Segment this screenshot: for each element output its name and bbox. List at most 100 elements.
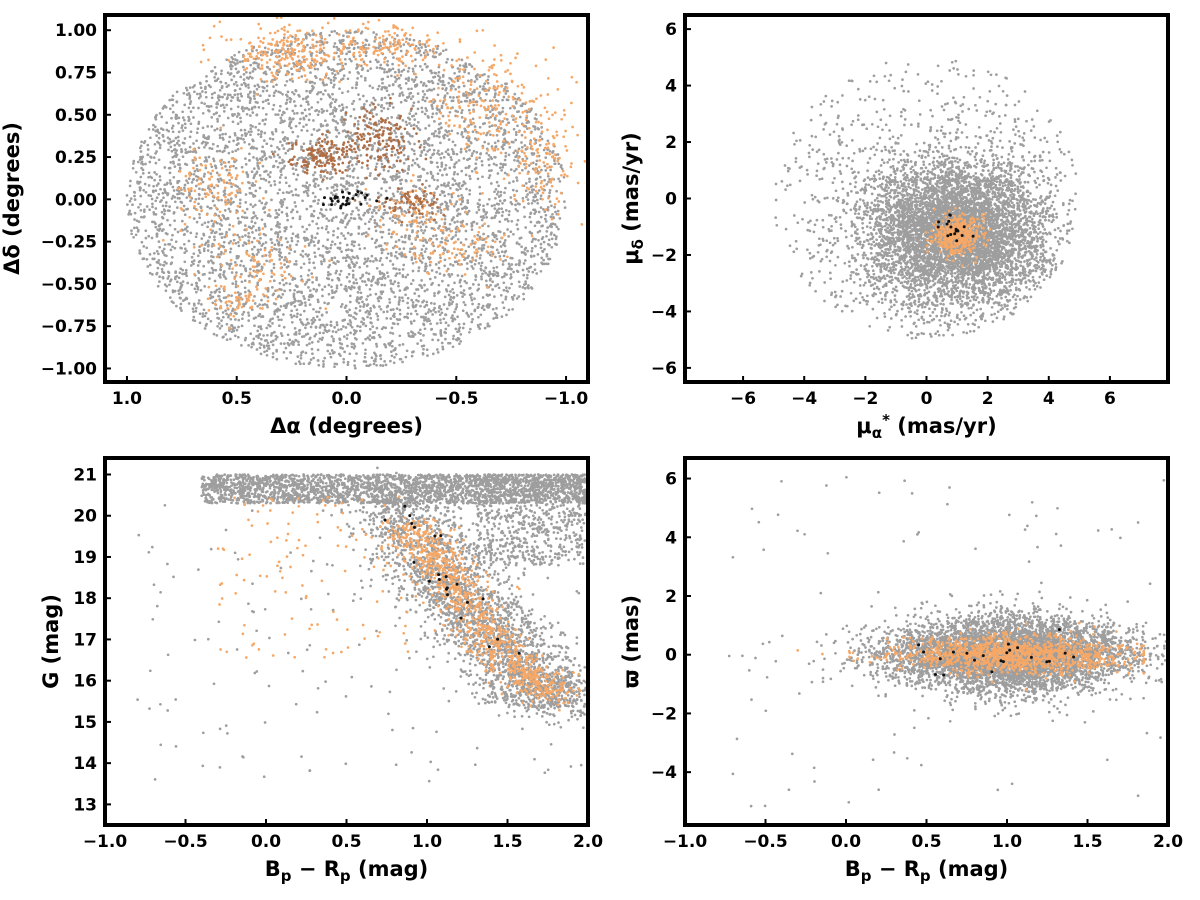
field-point bbox=[175, 137, 178, 140]
field-point bbox=[334, 100, 337, 103]
field-point bbox=[432, 112, 435, 115]
field-point bbox=[134, 198, 137, 201]
field-point bbox=[429, 257, 432, 260]
field-point bbox=[229, 338, 232, 341]
field-point bbox=[241, 107, 244, 110]
field-point bbox=[420, 107, 423, 110]
field-point bbox=[237, 217, 240, 220]
field-point bbox=[452, 296, 455, 299]
field-point bbox=[334, 126, 337, 129]
field-point bbox=[402, 343, 405, 346]
field-point bbox=[249, 127, 252, 130]
field-point bbox=[306, 344, 309, 347]
field-point bbox=[319, 188, 322, 191]
field-point bbox=[197, 202, 200, 205]
field-point bbox=[131, 203, 134, 206]
field-point bbox=[244, 157, 247, 160]
field-point bbox=[527, 198, 530, 201]
field-point bbox=[247, 93, 250, 96]
field-point bbox=[440, 165, 443, 168]
field-point bbox=[231, 65, 234, 68]
field-point bbox=[385, 102, 388, 105]
field-point bbox=[440, 334, 443, 337]
field-point bbox=[204, 156, 207, 159]
field-point bbox=[373, 363, 376, 366]
field-point bbox=[373, 219, 376, 222]
field-point bbox=[560, 166, 563, 169]
field-point bbox=[501, 276, 504, 279]
field-point bbox=[238, 99, 241, 102]
field-point bbox=[513, 170, 516, 173]
field-point bbox=[501, 211, 504, 214]
field-point bbox=[463, 157, 466, 160]
field-point bbox=[202, 126, 205, 129]
field-point bbox=[319, 332, 322, 335]
field-point bbox=[272, 339, 275, 342]
field-point bbox=[396, 218, 399, 221]
field-point bbox=[199, 321, 202, 324]
field-point bbox=[156, 261, 159, 264]
field-point bbox=[309, 46, 312, 49]
field-point bbox=[346, 244, 349, 247]
field-point bbox=[153, 171, 156, 174]
field-point bbox=[229, 210, 232, 213]
field-point bbox=[516, 223, 519, 226]
field-point bbox=[444, 201, 447, 204]
field-point bbox=[261, 265, 264, 268]
field-point bbox=[441, 280, 444, 283]
field-point bbox=[559, 180, 562, 183]
field-point bbox=[333, 184, 336, 187]
field-point bbox=[280, 236, 283, 239]
field-point bbox=[169, 146, 172, 149]
field-point bbox=[343, 288, 346, 291]
field-point bbox=[175, 240, 178, 243]
field-point bbox=[341, 103, 344, 106]
field-point bbox=[244, 286, 247, 289]
field-point bbox=[312, 119, 315, 122]
field-point bbox=[215, 79, 218, 82]
field-point bbox=[497, 172, 500, 175]
field-point bbox=[186, 282, 189, 285]
field-point bbox=[203, 175, 206, 178]
field-point bbox=[419, 332, 422, 335]
field-point bbox=[383, 284, 386, 287]
field-point bbox=[425, 109, 428, 112]
field-point bbox=[307, 322, 310, 325]
field-point bbox=[434, 276, 437, 279]
field-point bbox=[424, 127, 427, 130]
field-point bbox=[466, 158, 469, 161]
field-point bbox=[515, 190, 518, 193]
field-point bbox=[351, 210, 354, 213]
field-point bbox=[342, 34, 345, 37]
field-point bbox=[292, 194, 295, 197]
field-point bbox=[224, 165, 227, 168]
field-point bbox=[355, 278, 358, 281]
field-point bbox=[203, 146, 206, 149]
field-point bbox=[326, 41, 329, 44]
field-point bbox=[336, 321, 339, 324]
field-point bbox=[343, 335, 346, 338]
field-point bbox=[242, 244, 245, 247]
field-point bbox=[154, 189, 157, 192]
field-point bbox=[387, 170, 390, 173]
field-point bbox=[188, 118, 191, 121]
field-point bbox=[152, 211, 155, 214]
field-point bbox=[504, 187, 507, 190]
field-point bbox=[516, 154, 519, 157]
field-point bbox=[540, 216, 543, 219]
field-point bbox=[495, 307, 498, 310]
field-point bbox=[256, 348, 259, 351]
field-point bbox=[380, 159, 383, 162]
field-point bbox=[306, 318, 309, 321]
field-point bbox=[259, 187, 262, 190]
field-point bbox=[143, 141, 146, 144]
field-point bbox=[456, 330, 459, 333]
field-point bbox=[487, 82, 490, 85]
field-point bbox=[407, 70, 410, 73]
field-point bbox=[380, 257, 383, 260]
field-point bbox=[317, 240, 320, 243]
field-point bbox=[345, 304, 348, 307]
field-point bbox=[384, 277, 387, 280]
field-point bbox=[533, 255, 536, 258]
field-point bbox=[441, 203, 444, 206]
